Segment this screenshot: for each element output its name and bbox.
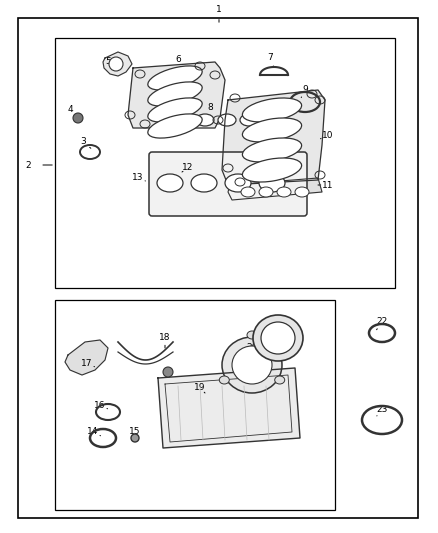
Ellipse shape: [259, 187, 273, 197]
Polygon shape: [128, 62, 225, 128]
Ellipse shape: [196, 114, 214, 126]
Ellipse shape: [259, 174, 285, 192]
Bar: [55, 300, 335, 510]
Ellipse shape: [163, 367, 173, 377]
Ellipse shape: [295, 187, 309, 197]
Ellipse shape: [242, 138, 302, 162]
Ellipse shape: [148, 66, 202, 90]
Ellipse shape: [277, 187, 291, 197]
Text: 17: 17: [81, 359, 93, 367]
Text: 11: 11: [322, 181, 334, 190]
Ellipse shape: [275, 376, 285, 384]
Text: 18: 18: [159, 334, 171, 343]
Text: 9: 9: [302, 85, 308, 94]
Bar: [55, 38, 395, 288]
Ellipse shape: [191, 174, 217, 192]
Text: 8: 8: [207, 103, 213, 112]
Ellipse shape: [148, 98, 202, 122]
Ellipse shape: [241, 187, 255, 197]
Ellipse shape: [148, 82, 202, 106]
Polygon shape: [158, 368, 300, 448]
Text: 23: 23: [376, 406, 388, 415]
Text: 1: 1: [216, 5, 222, 14]
Text: 7: 7: [267, 53, 273, 62]
Text: 14: 14: [87, 427, 99, 437]
Ellipse shape: [261, 322, 295, 354]
Polygon shape: [228, 178, 322, 200]
Text: 4: 4: [67, 106, 73, 115]
Text: 15: 15: [129, 427, 141, 437]
Ellipse shape: [242, 98, 302, 122]
Text: 2: 2: [25, 160, 31, 169]
Text: 3: 3: [80, 138, 86, 147]
Ellipse shape: [148, 114, 202, 138]
Polygon shape: [222, 90, 325, 185]
Ellipse shape: [247, 331, 257, 339]
Ellipse shape: [219, 376, 229, 384]
Ellipse shape: [262, 114, 280, 126]
Text: 20: 20: [246, 343, 258, 352]
Ellipse shape: [222, 337, 282, 393]
Ellipse shape: [242, 158, 302, 182]
Ellipse shape: [109, 57, 123, 71]
Ellipse shape: [131, 434, 139, 442]
Text: 10: 10: [322, 131, 334, 140]
Ellipse shape: [225, 174, 251, 192]
FancyBboxPatch shape: [149, 152, 307, 216]
Text: 5: 5: [105, 58, 111, 67]
Ellipse shape: [157, 174, 183, 192]
Text: 6: 6: [175, 55, 181, 64]
Polygon shape: [103, 52, 132, 76]
Text: 19: 19: [194, 384, 206, 392]
Text: 22: 22: [376, 318, 388, 327]
Text: 21: 21: [272, 320, 284, 329]
Text: 12: 12: [182, 164, 194, 173]
Ellipse shape: [253, 315, 303, 361]
Ellipse shape: [174, 114, 192, 126]
Text: 16: 16: [94, 400, 106, 409]
Ellipse shape: [73, 113, 83, 123]
Ellipse shape: [242, 118, 302, 142]
Ellipse shape: [232, 346, 272, 384]
Text: 13: 13: [132, 174, 144, 182]
Polygon shape: [65, 340, 108, 375]
Ellipse shape: [218, 114, 236, 126]
Ellipse shape: [240, 114, 258, 126]
